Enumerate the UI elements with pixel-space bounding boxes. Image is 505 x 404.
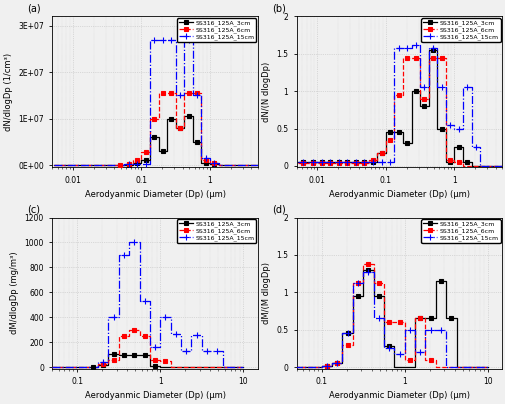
Text: (b): (b) (271, 3, 285, 13)
X-axis label: Aerodyanmic Diameter (Dp) (μm): Aerodyanmic Diameter (Dp) (μm) (84, 190, 225, 199)
Y-axis label: dN/dlogDp (1/cm³): dN/dlogDp (1/cm³) (4, 53, 13, 131)
Legend: SS316_125A_3cm, SS316_125A_6cm, SS316_125A_15cm: SS316_125A_3cm, SS316_125A_6cm, SS316_12… (421, 18, 499, 42)
Legend: SS316_125A_3cm, SS316_125A_6cm, SS316_125A_15cm: SS316_125A_3cm, SS316_125A_6cm, SS316_12… (177, 219, 256, 243)
X-axis label: Aerodyanmic Diameter (Dp) (μm): Aerodyanmic Diameter (Dp) (μm) (84, 391, 225, 400)
Legend: SS316_125A_3cm, SS316_125A_6cm, SS316_125A_15cm: SS316_125A_3cm, SS316_125A_6cm, SS316_12… (421, 219, 499, 243)
X-axis label: Aerodyanmic Diameter (Dp) (μm): Aerodyanmic Diameter (Dp) (μm) (328, 391, 469, 400)
Y-axis label: dM/(M dlogDp): dM/(M dlogDp) (261, 262, 270, 324)
Legend: SS316_125A_3cm, SS316_125A_6cm, SS316_125A_15cm: SS316_125A_3cm, SS316_125A_6cm, SS316_12… (177, 18, 256, 42)
Y-axis label: dM/dlogDp (mg/m³): dM/dlogDp (mg/m³) (10, 252, 19, 335)
X-axis label: Aerodyanmic Diameter (Dp) (μm): Aerodyanmic Diameter (Dp) (μm) (328, 190, 469, 199)
Y-axis label: dN/(N dlogDp): dN/(N dlogDp) (261, 62, 270, 122)
Text: (d): (d) (271, 204, 285, 215)
Text: (c): (c) (27, 204, 40, 215)
Text: (a): (a) (27, 3, 41, 13)
